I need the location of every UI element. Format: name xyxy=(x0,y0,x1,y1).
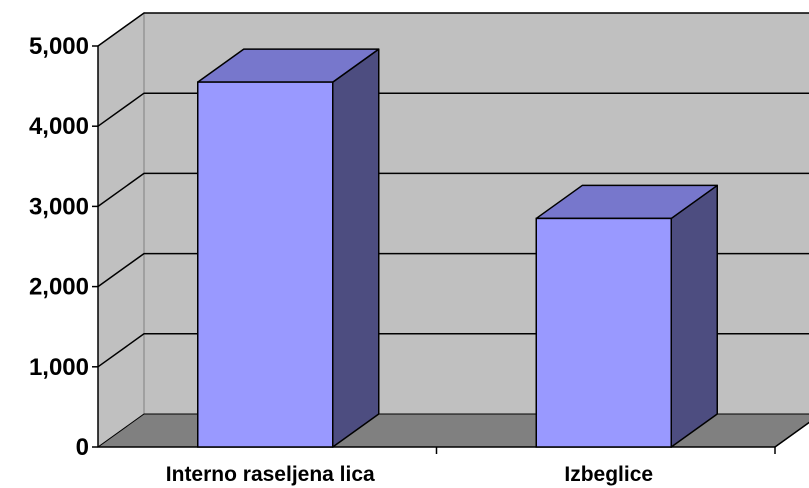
floor-edge xyxy=(774,421,809,448)
category-label: Interno raseljena lica xyxy=(166,463,375,486)
gridline xyxy=(97,172,809,208)
bar xyxy=(535,184,718,448)
side-wall-plane xyxy=(97,12,145,448)
y-tick-label: 0 xyxy=(76,434,89,461)
bar-side xyxy=(332,48,380,448)
y-tick-label: 2,000 xyxy=(29,274,89,301)
bar-side xyxy=(670,184,718,448)
category-label: Izbeglice xyxy=(564,463,653,486)
bar xyxy=(197,48,380,448)
bars xyxy=(197,48,718,448)
gridline xyxy=(97,92,809,127)
y-tick-labels: 0 1,000 2,000 3,000 4,000 5,000 xyxy=(29,33,98,461)
y-tick-label: 4,000 xyxy=(29,113,89,140)
bar-front xyxy=(535,217,672,448)
y-tick-label: 5,000 xyxy=(29,33,89,60)
category-labels: Interno raseljena lica Izbeglice xyxy=(166,463,653,486)
bar-front xyxy=(197,81,334,448)
gridline xyxy=(97,12,809,47)
y-tick-label: 3,000 xyxy=(29,193,89,220)
y-tick-label: 1,000 xyxy=(29,354,89,381)
